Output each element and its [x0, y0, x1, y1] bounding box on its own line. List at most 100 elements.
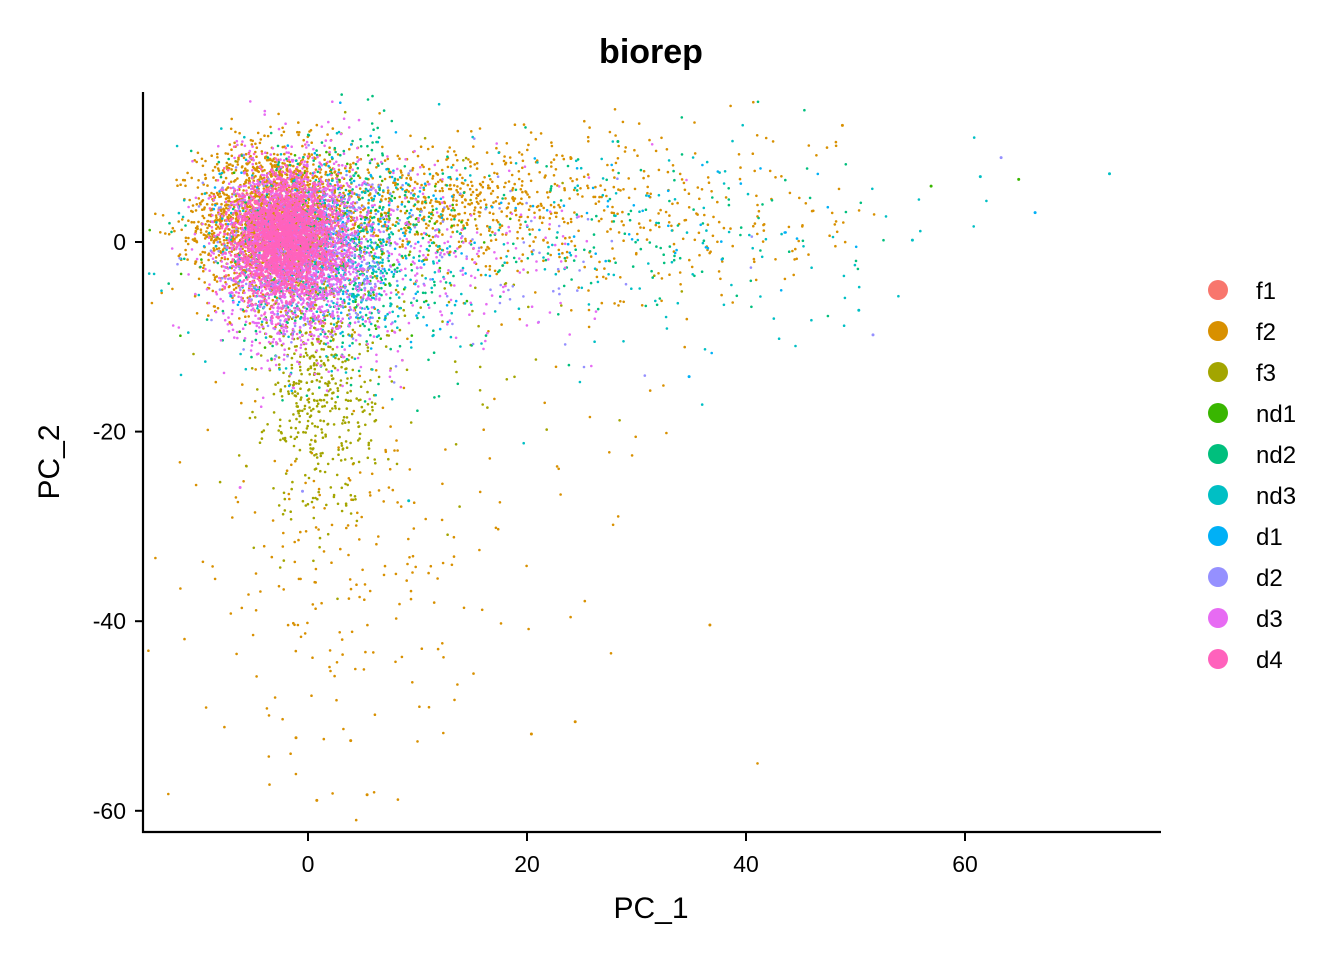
data-point [265, 158, 269, 162]
data-point [184, 224, 187, 227]
data-point [348, 147, 351, 151]
data-point [387, 189, 390, 192]
data-point [561, 154, 564, 158]
data-point [854, 259, 858, 263]
data-point [233, 271, 236, 275]
data-point [739, 166, 742, 169]
data-point [403, 314, 407, 318]
data-point [257, 170, 261, 174]
data-point [171, 226, 175, 230]
data-point [352, 211, 355, 214]
data-point [234, 168, 238, 172]
data-point [380, 264, 384, 268]
data-point [367, 154, 370, 157]
data-point [583, 248, 586, 252]
data-point [227, 285, 231, 289]
data-point [621, 120, 625, 124]
data-point [206, 184, 209, 187]
data-point [207, 223, 211, 227]
data-point [212, 247, 215, 250]
data-point [382, 500, 386, 503]
data-point [309, 365, 313, 368]
data-point [406, 562, 409, 566]
data-point [456, 382, 460, 386]
data-point [258, 161, 261, 164]
data-point [241, 383, 244, 386]
data-point [698, 253, 701, 257]
data-point [750, 305, 753, 309]
data-point [453, 303, 457, 307]
data-point [507, 202, 511, 205]
data-point [360, 190, 364, 194]
data-point [331, 364, 335, 368]
data-point [627, 196, 631, 200]
data-point [331, 457, 335, 461]
data-point [548, 227, 551, 231]
data-point [475, 197, 478, 200]
data-point [370, 216, 374, 220]
data-point [553, 211, 557, 215]
data-point [372, 254, 376, 258]
data-point [254, 150, 257, 154]
data-point [370, 196, 373, 200]
data-point [371, 141, 374, 144]
data-point [374, 418, 378, 422]
data-point [315, 456, 319, 459]
data-point [315, 453, 318, 456]
data-point [595, 214, 598, 218]
data-point [792, 273, 795, 277]
data-point [692, 208, 695, 211]
data-point [499, 622, 503, 625]
data-point [292, 413, 295, 416]
data-point [665, 148, 669, 151]
data-point [477, 210, 481, 214]
data-point [648, 219, 652, 222]
data-point [343, 458, 347, 461]
data-point [271, 344, 274, 348]
data-point [378, 112, 381, 115]
data-point [175, 178, 178, 182]
data-point [529, 204, 532, 208]
data-point [565, 256, 569, 259]
data-point [271, 298, 275, 302]
data-point [514, 260, 518, 264]
data-point [665, 431, 668, 435]
data-point [488, 211, 492, 214]
data-point [218, 219, 222, 222]
data-point [409, 134, 412, 138]
data-point [283, 385, 287, 388]
data-point [366, 456, 370, 460]
data-point [335, 661, 339, 664]
data-point [322, 419, 326, 423]
data-point [451, 230, 455, 234]
data-point [399, 505, 403, 508]
data-point [470, 201, 474, 205]
data-point [304, 431, 308, 434]
data-point [179, 183, 182, 186]
data-point [381, 406, 385, 410]
data-point [678, 271, 682, 274]
data-point [375, 270, 378, 274]
data-point [587, 308, 591, 312]
data-point [222, 239, 226, 242]
data-point [405, 176, 409, 180]
data-point [520, 184, 524, 187]
data-point [532, 240, 535, 243]
data-point [423, 136, 427, 140]
data-point [213, 249, 216, 252]
data-point [298, 414, 302, 418]
data-point [326, 358, 330, 362]
data-point [341, 653, 344, 656]
data-point [493, 269, 497, 273]
data-point [403, 205, 407, 208]
data-point [322, 362, 326, 366]
data-point [277, 429, 281, 432]
data-point [309, 128, 313, 132]
data-point [230, 117, 233, 121]
data-point [397, 222, 400, 225]
data-point [358, 187, 362, 190]
data-point [281, 161, 284, 165]
data-point [389, 367, 393, 370]
data-point [408, 556, 411, 559]
data-point [251, 410, 254, 414]
